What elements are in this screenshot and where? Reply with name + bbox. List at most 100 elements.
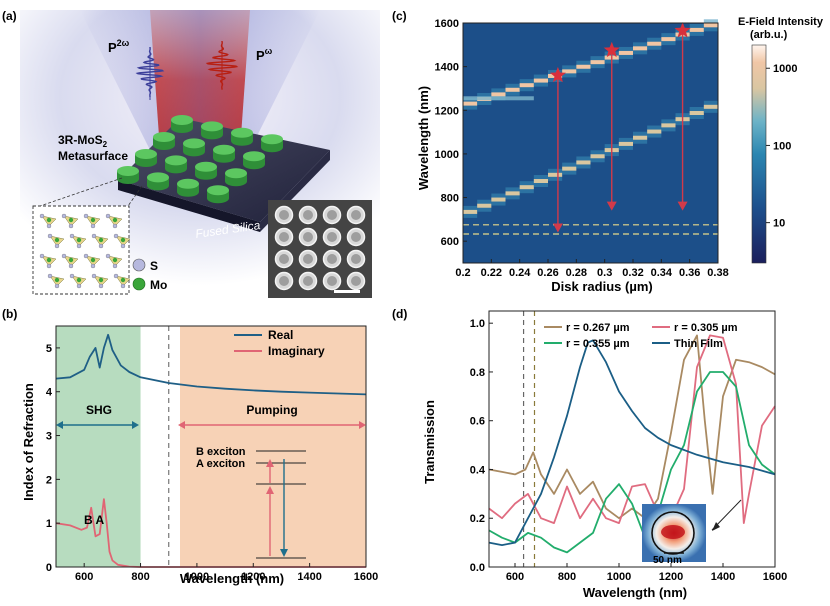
xlabel: Disk radius (µm): [551, 279, 652, 294]
s-atom: [98, 243, 104, 249]
colorbar-tick-label: 1000: [773, 63, 797, 75]
y-tick-label: 0.0: [470, 562, 485, 574]
x-tick-label: 1400: [297, 571, 321, 583]
mode-band: [519, 185, 534, 190]
s-atom: [83, 213, 89, 219]
mo-atom: [98, 237, 104, 243]
sem-scale-bar: [334, 290, 360, 293]
x-tick-label: 800: [131, 571, 149, 583]
s-atom: [68, 223, 74, 229]
series-real: [55, 333, 367, 396]
mode-band: [689, 27, 704, 32]
nanodisk: [147, 172, 169, 191]
nanodisk: [243, 151, 265, 170]
x-tick-label: 0.24: [509, 267, 531, 279]
zoom-line-2: [127, 185, 143, 207]
mo-atom: [120, 277, 126, 283]
mo-atom: [76, 277, 82, 283]
s-atom: [54, 243, 60, 249]
x-tick-label: 0.2: [455, 267, 470, 279]
nanodisk: [207, 185, 229, 204]
sem-pillar-core: [351, 276, 361, 286]
mode-band: [463, 101, 478, 106]
mo-atom: [112, 217, 118, 223]
mode-band: [562, 166, 577, 171]
pump-band: [180, 326, 366, 567]
sem-pillars: [274, 205, 366, 291]
x-tick-label: 0.22: [481, 267, 502, 279]
s-atom: [112, 263, 118, 269]
shg-arrow-right: [132, 421, 139, 429]
s-atom: [39, 213, 45, 219]
shg-beam-halo: [80, 10, 320, 150]
sem-pillar-core: [279, 276, 289, 286]
sem-pillar-core: [327, 254, 337, 264]
shg-arrow-left: [56, 421, 63, 429]
nanodisk: [177, 178, 199, 197]
mo-atom: [90, 217, 96, 223]
shg-band: [56, 326, 141, 567]
disk-array: [117, 115, 283, 204]
x-tick-label: 600: [75, 571, 93, 583]
y-tick-label: 1000: [435, 149, 459, 161]
x-tick-label: 0.3: [597, 267, 612, 279]
mo-atom: [98, 277, 104, 283]
sem-pillar-core: [303, 232, 313, 242]
panel-a: P2ω Pω Fused Silica 3R-MoS2 Metasurface …: [20, 10, 380, 300]
mo-atom: [68, 217, 74, 223]
metasurface-label-2: Metasurface: [58, 149, 128, 163]
y-tick-label: 3: [46, 431, 52, 443]
mo-atom: [46, 217, 52, 223]
mode-band: [477, 203, 492, 208]
axis-ticks: 0.2 0.22 0.24 0.26 0.28 0.3 0.32 0.34 0.36 0.38 60…: [435, 18, 729, 279]
mode-band-faint: [463, 96, 534, 101]
colorbar-ticks: 1000 100 10: [766, 63, 797, 230]
y-tick-label: 5: [46, 343, 52, 355]
s-atom: [90, 263, 96, 269]
shg-arrow-head: [606, 201, 617, 211]
y-tick-label: 2: [46, 474, 52, 486]
pump-arrow-right: [359, 421, 366, 429]
crystal-lattice: [39, 213, 131, 289]
mode-band: [576, 64, 591, 69]
sem-pillar-core: [279, 232, 289, 242]
mo-atom-legend-label: Mo: [150, 278, 167, 292]
sem-pillar-core: [303, 254, 313, 264]
mode-band: [562, 69, 577, 74]
star-marker: [674, 22, 691, 38]
x-tick-label: 1400: [711, 571, 735, 583]
s-atom: [39, 253, 45, 259]
mode-band: [519, 83, 534, 88]
mode-band: [533, 78, 548, 83]
panel-label-b: (b): [2, 307, 17, 321]
mo-atom: [76, 237, 82, 243]
s-atom: [47, 273, 53, 279]
exciton-peak-labels: B A: [84, 513, 105, 527]
y-tick-label: 800: [441, 193, 459, 205]
mode-band: [548, 172, 563, 177]
series-line: [488, 339, 776, 546]
sem-pillar-core: [327, 276, 337, 286]
mode-band: [647, 129, 662, 134]
curves: [488, 334, 776, 554]
s-atom: [105, 213, 111, 219]
pump-label: Pumping: [246, 403, 297, 417]
star-marker: [603, 41, 620, 58]
pump-transition-2-head: [266, 459, 274, 467]
s-atom: [61, 253, 67, 259]
mode-band: [689, 111, 704, 115]
s-atom: [69, 233, 75, 239]
y-tick-label: 0: [46, 562, 52, 574]
sem-pillar-core: [279, 254, 289, 264]
colorbar: [751, 44, 767, 264]
plot-frame: [55, 325, 367, 568]
s-atom: [113, 233, 119, 239]
colorbar-tick-label: 100: [773, 140, 791, 152]
x-tick-label: 800: [558, 571, 576, 583]
s-atom: [90, 223, 96, 229]
axis-ticks: 600 800 1000 1200 1400 1600 0.0 0.2 0.4 0.6 0.8 1.0: [470, 318, 788, 583]
nanodisk: [231, 127, 253, 146]
mo-atom: [54, 237, 60, 243]
legend-label: Thin Film: [674, 338, 723, 350]
mode-band: [533, 179, 548, 183]
